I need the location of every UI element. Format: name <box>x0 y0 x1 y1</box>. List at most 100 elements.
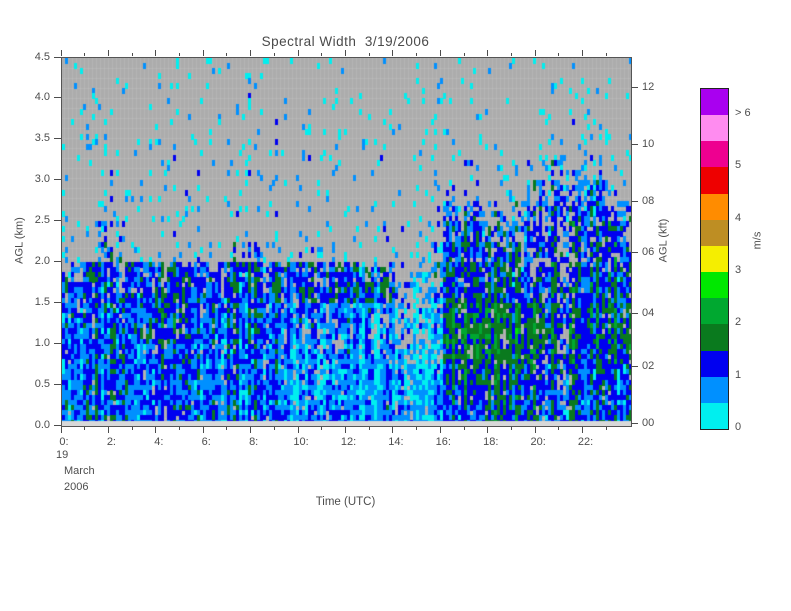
bottom-axis-tick <box>416 427 418 430</box>
left-axis-tick-label: 0.0 <box>34 418 50 431</box>
bottom-axis-tick <box>582 427 584 433</box>
left-axis-tick-label: 4.5 <box>34 50 50 63</box>
colorbar-tick-label: 2 <box>735 316 742 329</box>
top-axis-tick <box>605 53 607 56</box>
bottom-axis-tick-label: 18: <box>483 436 499 448</box>
left-axis-tick-label: 4.0 <box>34 91 50 104</box>
top-axis-tick <box>273 53 275 56</box>
bottom-axis-tick <box>131 427 133 430</box>
right-axis-tick <box>631 422 638 424</box>
date-day: 19 <box>56 449 69 461</box>
left-axis-tick-label: 1.0 <box>34 336 50 349</box>
top-axis-tick <box>226 53 228 56</box>
top-axis-tick <box>416 53 418 56</box>
top-axis-tick <box>60 50 62 56</box>
left-axis-tick-label: 1.5 <box>34 295 50 308</box>
colorbar-tick-label: 0 <box>735 421 742 433</box>
bottom-axis-tick <box>463 427 465 430</box>
left-axis-tick <box>54 260 61 262</box>
top-axis-tick <box>250 50 252 56</box>
top-axis-tick <box>84 53 86 56</box>
bottom-axis-tick <box>250 427 252 433</box>
right-axis-tick-label: 02 <box>642 360 655 373</box>
colorbar-segment <box>701 272 728 299</box>
top-axis-tick <box>439 50 441 56</box>
date-month: March <box>64 465 95 477</box>
right-axis-tick-label: 08 <box>642 195 655 208</box>
bottom-axis-tick-label: 20: <box>530 436 546 448</box>
top-axis-tick <box>131 53 133 56</box>
bottom-axis-tick <box>534 427 536 433</box>
bottom-axis-tick <box>60 427 62 433</box>
top-axis-tick <box>534 50 536 56</box>
colorbar-segment <box>701 193 728 220</box>
top-axis-tick <box>582 50 584 56</box>
right-axis-tick-label: 06 <box>642 245 655 258</box>
colorbar-tick-label: 1 <box>735 368 742 381</box>
top-axis-tick <box>202 50 204 56</box>
top-axis-tick <box>392 50 394 56</box>
left-axis-tick <box>54 424 61 426</box>
top-axis-tick <box>155 50 157 56</box>
right-axis-tick-label: 04 <box>642 306 655 319</box>
colorbar <box>700 88 729 430</box>
bottom-axis-tick <box>297 427 299 433</box>
right-axis-tick <box>631 144 638 146</box>
left-axis-tick <box>54 56 61 58</box>
colorbar-segment <box>701 141 728 168</box>
bottom-axis-tick <box>107 427 109 433</box>
bottom-axis-tick-label: 8: <box>249 436 259 448</box>
plot-area <box>61 57 632 427</box>
bottom-axis-tick <box>605 427 607 430</box>
top-axis-tick <box>487 50 489 56</box>
bottom-axis-tick <box>439 427 441 433</box>
colorbar-tick-label: 3 <box>735 264 742 277</box>
left-axis-tick <box>54 179 61 181</box>
right-axis-tick <box>631 312 638 314</box>
date-year: 2006 <box>64 481 89 493</box>
colorbar-segment <box>701 376 728 403</box>
x-axis-label: Time (UTC) <box>315 496 376 508</box>
bottom-axis-tick-label: 2: <box>106 436 116 448</box>
top-axis-tick <box>107 50 109 56</box>
bottom-axis-tick <box>510 427 512 430</box>
top-axis-tick <box>297 50 299 56</box>
bottom-axis-tick-label: 0: <box>59 436 69 448</box>
bottom-axis-tick <box>558 427 560 430</box>
colorbar-segment <box>701 298 728 325</box>
right-axis-tick <box>631 201 638 203</box>
bottom-axis-tick-label: 10: <box>293 436 309 448</box>
right-axis-tick <box>631 87 638 89</box>
left-axis-tick <box>54 220 61 222</box>
bottom-axis-tick <box>392 427 394 433</box>
bottom-axis-tick <box>84 427 86 430</box>
left-axis-tick <box>54 342 61 344</box>
bottom-axis-tick <box>179 427 181 430</box>
left-axis-tick-label: 3.5 <box>34 132 50 145</box>
bottom-axis-tick-label: 4: <box>154 436 164 448</box>
left-axis-tick <box>54 383 61 385</box>
right-axis-tick-label: 10 <box>642 138 655 151</box>
top-axis-tick <box>510 53 512 56</box>
bottom-axis-tick-label: 16: <box>435 436 451 448</box>
right-axis-tick-label: 00 <box>642 416 655 429</box>
bottom-axis-tick <box>321 427 323 430</box>
left-axis-tick-label: 0.5 <box>34 377 50 390</box>
bottom-axis-tick <box>155 427 157 433</box>
colorbar-tick-label: > 6 <box>735 107 751 120</box>
right-axis-label: AGL (kft) <box>657 218 670 263</box>
bottom-axis-tick-label: 12: <box>340 436 357 448</box>
top-axis-tick <box>179 53 181 56</box>
colorbar-segment <box>701 89 728 116</box>
heatmap-canvas <box>62 58 631 426</box>
bottom-axis-tick <box>487 427 489 433</box>
bottom-axis-tick <box>368 427 370 430</box>
bottom-axis-tick-label: 14: <box>388 436 404 448</box>
colorbar-tick-label: 5 <box>735 159 742 172</box>
top-axis-tick <box>321 53 323 56</box>
colorbar-segment <box>701 115 728 142</box>
bottom-axis-tick <box>273 427 275 430</box>
right-axis-tick <box>631 366 638 368</box>
colorbar-segment <box>701 324 728 351</box>
